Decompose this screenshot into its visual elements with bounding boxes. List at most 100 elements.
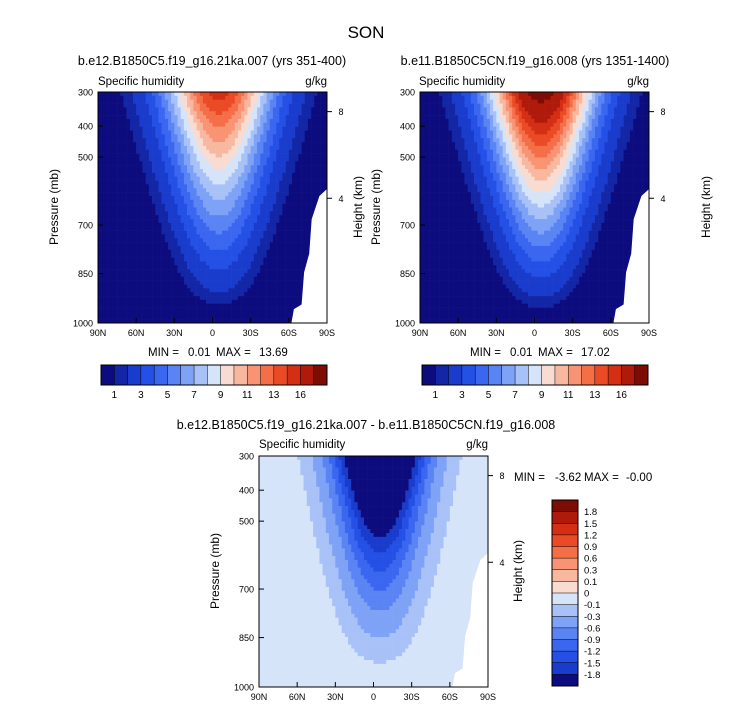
field-cell bbox=[257, 296, 261, 301]
field-cell bbox=[218, 299, 223, 305]
field-cell bbox=[202, 311, 207, 316]
field-cell bbox=[285, 299, 290, 305]
field-cell bbox=[282, 153, 286, 158]
field-cell bbox=[231, 226, 236, 231]
field-cell bbox=[183, 153, 188, 158]
field-cell bbox=[110, 222, 115, 228]
field-cell bbox=[98, 145, 102, 151]
field-cell bbox=[107, 192, 112, 197]
field-cell bbox=[107, 315, 112, 320]
field-cell bbox=[180, 222, 185, 228]
field-cell bbox=[614, 107, 618, 112]
field-cell bbox=[215, 107, 220, 112]
field-cell bbox=[155, 296, 159, 301]
field-cell bbox=[148, 249, 153, 254]
field-cell bbox=[215, 238, 220, 243]
field-cell bbox=[272, 238, 277, 243]
field-cell bbox=[225, 261, 229, 266]
field-cell bbox=[269, 215, 274, 220]
field-cell bbox=[152, 172, 156, 177]
field-cell bbox=[311, 99, 315, 104]
field-cell bbox=[218, 219, 223, 224]
field-cell bbox=[253, 138, 258, 143]
field-cell bbox=[493, 103, 497, 108]
field-cell bbox=[579, 118, 583, 124]
field-cell bbox=[234, 280, 239, 285]
field-cell bbox=[155, 176, 159, 181]
field-cell bbox=[107, 238, 112, 243]
field-cell bbox=[266, 145, 271, 151]
field-cell bbox=[626, 118, 631, 124]
field-cell bbox=[298, 172, 302, 177]
field-cell bbox=[136, 180, 140, 185]
field-cell bbox=[129, 126, 134, 131]
field-cell bbox=[540, 111, 545, 116]
field-cell bbox=[509, 118, 513, 124]
field-cell bbox=[257, 261, 261, 266]
field-cell bbox=[212, 203, 216, 208]
field-cell bbox=[222, 288, 226, 293]
field-cell bbox=[212, 238, 216, 243]
field-cell bbox=[202, 299, 207, 305]
field-cell bbox=[98, 253, 102, 258]
field-cell bbox=[145, 103, 150, 108]
field-cell bbox=[98, 157, 102, 162]
field-cell bbox=[237, 261, 242, 266]
field-cell bbox=[107, 292, 112, 297]
field-cell bbox=[285, 180, 290, 185]
field-cell bbox=[218, 296, 223, 301]
field-cell bbox=[212, 299, 216, 305]
field-cell bbox=[234, 95, 239, 100]
field-cell bbox=[129, 157, 134, 162]
field-cell bbox=[304, 192, 309, 197]
field-cell bbox=[132, 111, 137, 116]
field-cell bbox=[276, 118, 280, 124]
field-cell bbox=[174, 207, 178, 212]
field-cell bbox=[257, 145, 261, 151]
field-cell bbox=[467, 99, 472, 104]
field-cell bbox=[167, 149, 172, 154]
field-cell bbox=[250, 299, 255, 305]
field-cell bbox=[269, 99, 274, 104]
field-cell bbox=[269, 145, 274, 151]
field-cell bbox=[585, 95, 589, 100]
field-cell bbox=[272, 222, 277, 228]
field-cell bbox=[174, 195, 178, 201]
field-cell bbox=[202, 272, 207, 278]
field-cell bbox=[260, 319, 264, 323]
field-cell bbox=[155, 192, 159, 197]
field-cell bbox=[423, 122, 427, 127]
field-cell bbox=[225, 211, 229, 216]
field-cell bbox=[237, 145, 242, 151]
field-cell bbox=[171, 280, 175, 285]
field-cell bbox=[288, 307, 293, 312]
field-cell bbox=[209, 299, 213, 305]
field-cell bbox=[537, 107, 542, 112]
field-cell bbox=[311, 169, 315, 174]
field-cell bbox=[260, 103, 264, 108]
panel-1-title: b.e12.B1850C5.f19_g16.21ka.007 (yrs 351-… bbox=[78, 54, 346, 68]
field-cell bbox=[199, 176, 204, 181]
field-cell bbox=[263, 238, 267, 243]
field-cell bbox=[139, 165, 143, 170]
field-cell bbox=[215, 157, 220, 162]
field-cell bbox=[142, 172, 147, 177]
field-cell bbox=[161, 188, 166, 193]
field-cell bbox=[253, 299, 258, 305]
field-cell bbox=[247, 195, 251, 201]
field-cell bbox=[435, 115, 440, 120]
field-cell bbox=[228, 284, 232, 289]
field-cell bbox=[228, 126, 232, 131]
field-cell bbox=[196, 280, 201, 285]
field-cell bbox=[607, 92, 612, 97]
field-cell bbox=[180, 261, 185, 266]
field-cell bbox=[301, 246, 306, 251]
field-cell bbox=[155, 226, 159, 231]
field-cell bbox=[263, 234, 267, 239]
field-cell bbox=[129, 292, 134, 297]
field-cell bbox=[202, 261, 207, 266]
field-cell bbox=[276, 115, 280, 120]
field-cell bbox=[117, 311, 121, 316]
field-cell bbox=[292, 184, 296, 189]
field-cell bbox=[206, 115, 210, 120]
